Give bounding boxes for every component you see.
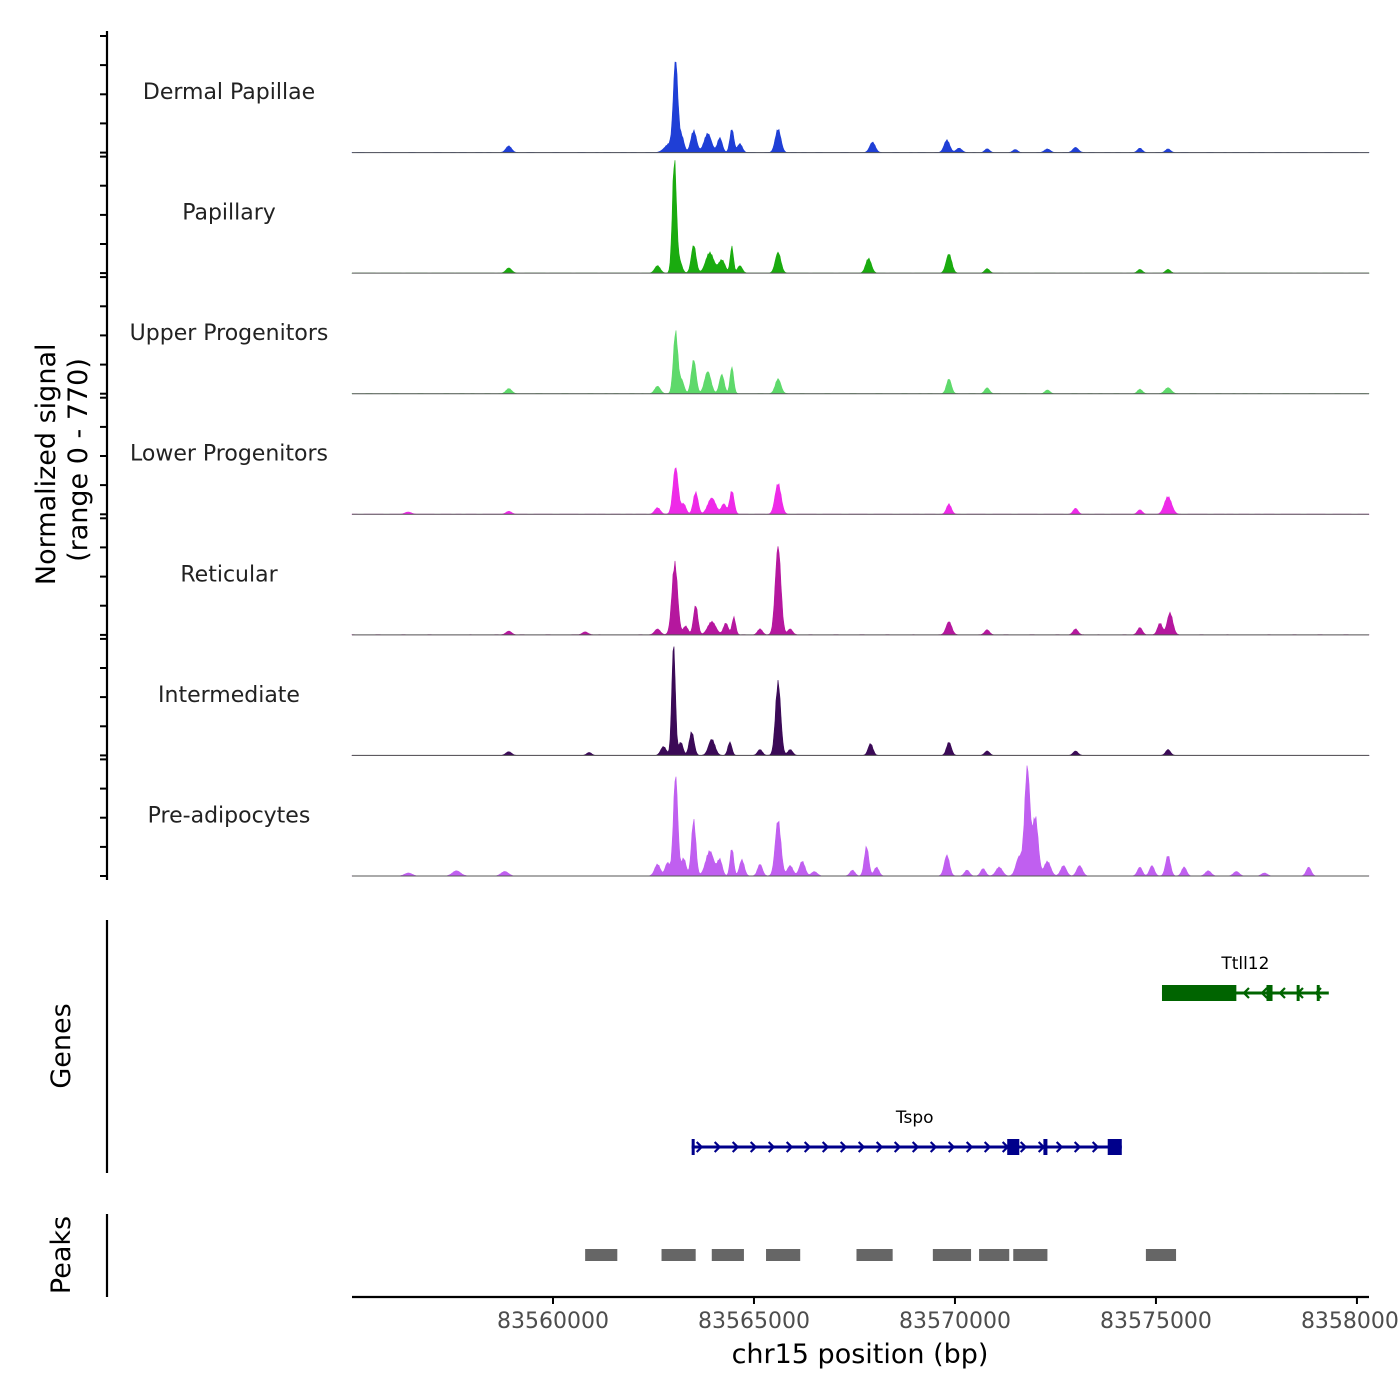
strand-chevron [1073, 1141, 1082, 1153]
strand-chevron [731, 1141, 740, 1153]
strand-chevron [785, 1141, 794, 1153]
strand-chevron [947, 1141, 956, 1153]
coverage-area [351, 467, 1370, 515]
strand-chevron [1055, 1141, 1064, 1153]
coverage-track [351, 646, 1370, 756]
peak-region [1145, 1249, 1177, 1261]
track-label: Lower Progenitors [130, 442, 328, 467]
peak-region [856, 1249, 893, 1261]
coverage-area [351, 61, 1370, 153]
coverage-area [351, 330, 1370, 395]
track-label: Pre-adipocytes [148, 803, 311, 828]
strand-chevron [1019, 1141, 1028, 1153]
track-label: Papillary [182, 201, 276, 226]
strand-chevron [713, 1141, 722, 1153]
genes-panel-title: Genes [46, 1003, 77, 1088]
strand-chevron [839, 1141, 848, 1153]
strand-chevron [1278, 987, 1286, 999]
coverage-area [351, 546, 1370, 636]
x-tick-label: 83575000 [1100, 1309, 1212, 1334]
gene-exon [1007, 1139, 1020, 1155]
peak-region [1013, 1249, 1048, 1261]
peak-region [979, 1249, 1010, 1261]
coverage-area [351, 646, 1370, 756]
strand-chevron [1091, 1141, 1100, 1153]
coverage-track [351, 546, 1370, 636]
coverage-y-axis [100, 31, 109, 880]
strand-chevron [983, 1141, 992, 1153]
peak-region [711, 1249, 744, 1261]
gene-model: Tspo [691, 1108, 1122, 1155]
strand-chevron [875, 1141, 884, 1153]
strand-chevron [803, 1141, 812, 1153]
gene-label: Ttll12 [1220, 954, 1269, 974]
x-tick-label: 83580000 [1301, 1309, 1400, 1334]
x-tick-label: 83570000 [899, 1309, 1011, 1334]
track-label: Reticular [180, 562, 278, 587]
strand-chevron [821, 1141, 830, 1153]
coverage-track [351, 61, 1370, 154]
coverage-track [351, 765, 1370, 877]
track-label: Dermal Papillae [143, 80, 315, 105]
gene-exon [1296, 985, 1300, 1001]
peak-region [585, 1249, 618, 1261]
coverage-track [351, 160, 1370, 274]
gene-exon [1266, 985, 1273, 1001]
gene-exon [1107, 1139, 1122, 1155]
coverage-area [351, 765, 1370, 877]
coverage-area [351, 160, 1370, 274]
track-labels: Dermal Papillae Papillary Upper Progenitor… [130, 80, 329, 828]
genes-track: Genes Ttll12 Tspo [46, 920, 1329, 1173]
y-axis-title-line-2: (range 0 - 770) [63, 358, 94, 562]
strand-chevron [767, 1141, 776, 1153]
peak-region [766, 1249, 801, 1261]
strand-chevron [893, 1141, 902, 1153]
track-label: Intermediate [158, 683, 300, 708]
x-tick-label: 83565000 [698, 1309, 810, 1334]
track-label: Upper Progenitors [130, 321, 329, 346]
peak-region [661, 1249, 696, 1261]
gene-model: Ttll12 [1161, 954, 1329, 1001]
x-axis: 83560000 83565000 83570000 83575000 83580000 [352, 1295, 1400, 1334]
gene-exon [1161, 985, 1237, 1001]
strand-chevron [929, 1141, 938, 1153]
strand-chevron [965, 1141, 974, 1153]
strand-chevron [749, 1141, 758, 1153]
coverage-track [351, 330, 1370, 395]
x-tick-label: 83560000 [497, 1309, 609, 1334]
strand-chevron [857, 1141, 866, 1153]
strand-chevron [1242, 987, 1250, 999]
y-axis-title-line-1: Normalized signal [31, 344, 62, 586]
strand-chevron [695, 1141, 704, 1153]
gene-label: Tspo [895, 1108, 934, 1128]
gene-exon [1043, 1139, 1048, 1155]
x-axis-title: chr15 position (bp) [732, 1339, 989, 1370]
gene-exon [691, 1139, 695, 1155]
gene-exon [1316, 985, 1320, 1001]
strand-chevron [911, 1141, 920, 1153]
strand-chevron [1260, 987, 1268, 999]
coverage-track [351, 467, 1370, 515]
peak-region [932, 1249, 972, 1261]
coverage-tracks [351, 61, 1370, 877]
peaks-panel-title: Peaks [46, 1216, 77, 1294]
peaks-track: Peaks [46, 1214, 1177, 1297]
y-axis-title: Normalized signal (range 0 - 770) [31, 335, 94, 585]
